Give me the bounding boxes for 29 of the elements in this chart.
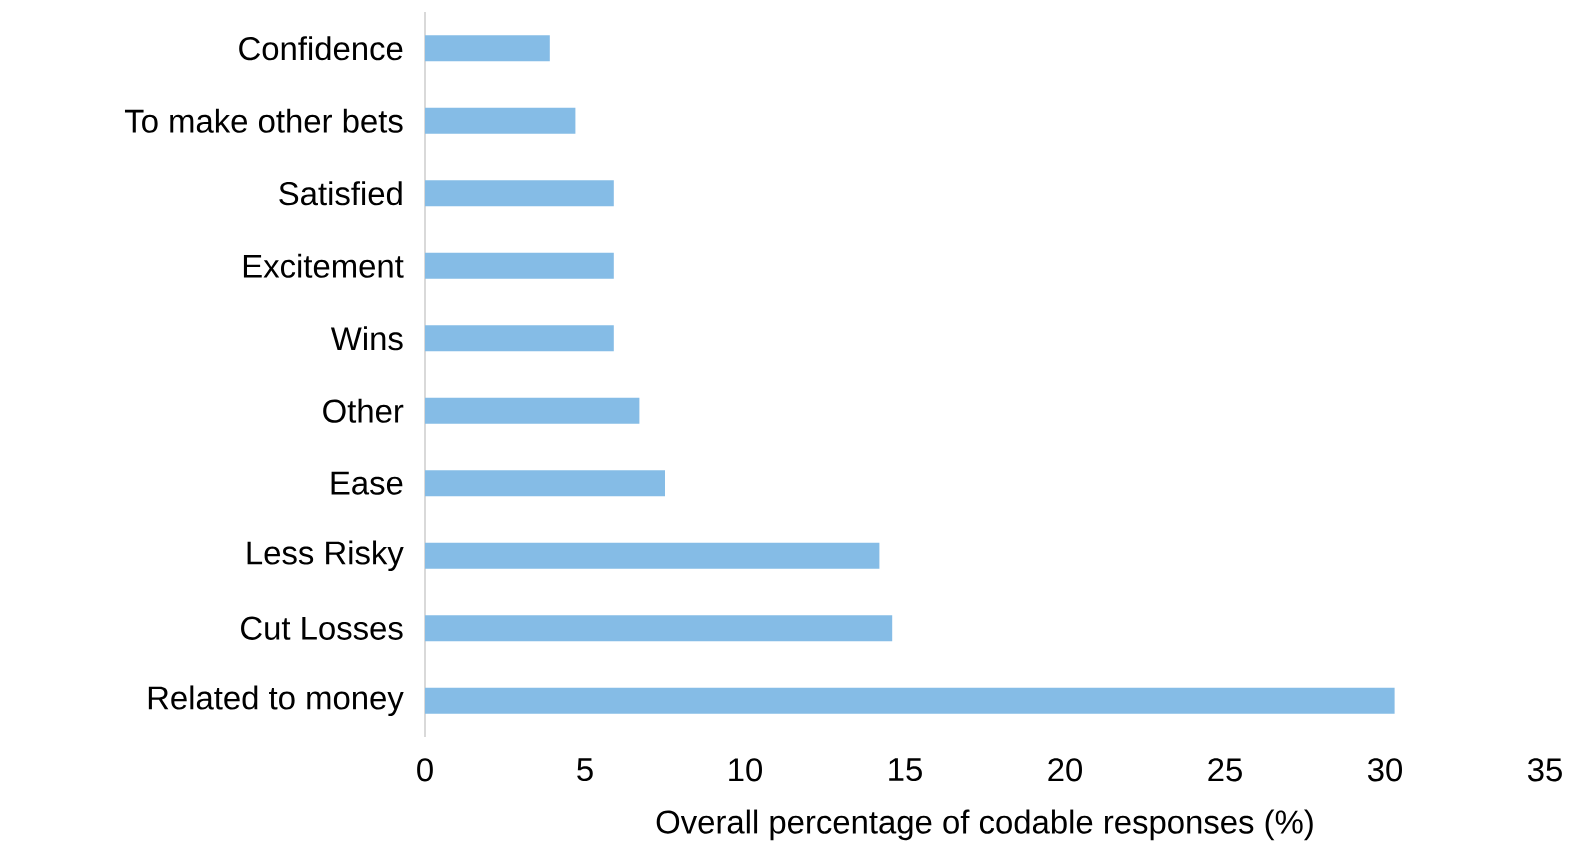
x-tick-label: 30 — [1367, 758, 1402, 782]
y-tick-label: Excitement — [243, 253, 404, 278]
x-tick-label: 25 — [1208, 758, 1242, 782]
y-tick-label: Satisfied — [279, 181, 402, 206]
x-tick-label: 0 — [417, 758, 433, 782]
x-tick-label: 10 — [729, 758, 762, 782]
x-tick-label: 20 — [1048, 758, 1082, 782]
bar — [425, 687, 1395, 714]
x-tick-label: 35 — [1527, 758, 1562, 782]
bar — [425, 397, 640, 424]
bar — [425, 180, 614, 207]
y-tick-label: Less Risky — [247, 540, 404, 572]
x-tick-label: 5 — [577, 758, 593, 782]
y-tick-label: Other — [323, 398, 404, 423]
bar — [425, 107, 576, 134]
bar — [425, 252, 614, 279]
y-tick-label: To make other bets — [124, 108, 403, 133]
y-tick-label: Confidence — [239, 36, 403, 61]
y-tick-label: Ease — [331, 471, 403, 495]
x-axis-title: Overall percentage of codable responses (%) — [656, 809, 1313, 841]
bar — [425, 325, 614, 352]
bar — [425, 470, 665, 497]
bar — [425, 35, 550, 62]
bar — [425, 542, 880, 569]
y-tick-label: Related to money — [148, 685, 404, 717]
y-tick-label: Wins — [330, 326, 403, 351]
bar — [425, 615, 893, 642]
x-tick-label: 15 — [889, 758, 922, 782]
y-tick-label: Cut Losses — [241, 616, 403, 640]
